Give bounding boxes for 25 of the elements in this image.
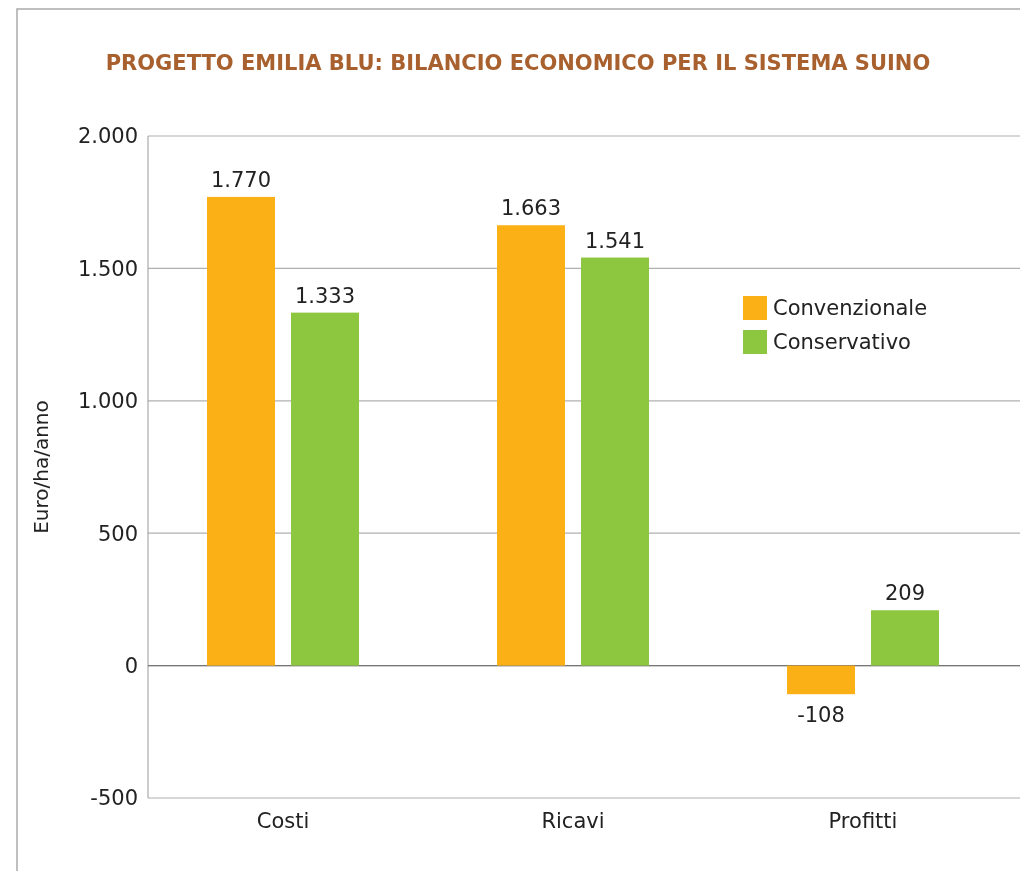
y-tick-label: 500 xyxy=(97,521,138,546)
data-label: -108 xyxy=(797,703,845,728)
y-tick-label: -500 xyxy=(90,786,138,811)
y-tick-label: 1.500 xyxy=(77,256,138,281)
x-tick-label: Profitti xyxy=(828,809,898,833)
bar xyxy=(787,665,855,695)
x-tick-label: Costi xyxy=(256,809,310,833)
bar xyxy=(207,196,275,666)
chart-title: PROGETTO EMILIA BLU: BILANCIO ECONOMICO PER IL SISTEMA SUINO xyxy=(105,51,931,75)
data-label: 1.663 xyxy=(500,196,562,221)
bar xyxy=(871,610,939,666)
data-label: 1.333 xyxy=(294,283,356,308)
data-label: 1.541 xyxy=(584,228,646,253)
bar xyxy=(581,257,649,666)
y-axis-title: Euro/ha/anno xyxy=(29,400,53,534)
legend-label: Convenzionale xyxy=(773,296,928,321)
y-tick-label: 2.000 xyxy=(77,124,138,149)
y-tick-label: 0 xyxy=(124,653,138,678)
data-label: 209 xyxy=(884,581,926,606)
y-tick-label: 1.000 xyxy=(77,389,138,414)
bar xyxy=(497,225,565,666)
data-label: 1.770 xyxy=(210,167,272,192)
bar xyxy=(291,312,359,666)
x-tick-label: Ricavi xyxy=(541,809,605,833)
legend-label: Conservativo xyxy=(773,330,911,355)
